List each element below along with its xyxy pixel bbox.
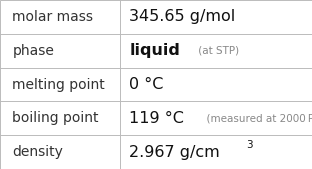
Text: (at STP): (at STP)	[195, 46, 239, 56]
Text: 0 °C: 0 °C	[129, 77, 164, 92]
Text: 345.65 g/mol: 345.65 g/mol	[129, 9, 236, 24]
Text: melting point: melting point	[12, 78, 105, 91]
Text: molar mass: molar mass	[12, 10, 94, 24]
Text: 3: 3	[246, 140, 253, 150]
Text: phase: phase	[12, 44, 54, 58]
Text: (measured at 2000 Pa): (measured at 2000 Pa)	[200, 113, 312, 123]
Text: liquid: liquid	[129, 43, 180, 58]
Text: 119 °C: 119 °C	[129, 111, 184, 126]
Text: boiling point: boiling point	[12, 111, 99, 125]
Text: density: density	[12, 145, 63, 159]
Text: 2.967 g/cm: 2.967 g/cm	[129, 145, 220, 160]
